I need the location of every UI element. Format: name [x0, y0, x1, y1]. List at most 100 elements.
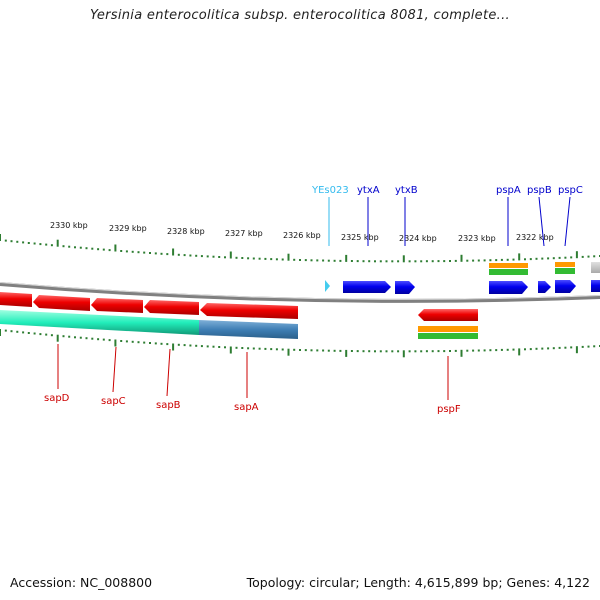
- minor-tick: [322, 349, 325, 352]
- minor-tick: [281, 258, 284, 261]
- minor-tick: [264, 257, 267, 260]
- minor-tick: [224, 256, 226, 259]
- minor-tick: [108, 339, 111, 342]
- major-tick: [518, 253, 521, 261]
- minor-tick: [264, 347, 267, 350]
- minor-tick: [79, 336, 82, 339]
- minor-tick: [45, 243, 48, 246]
- major-tick: [172, 248, 175, 256]
- minor-tick: [97, 338, 100, 341]
- gene-label-pspB[interactable]: pspB: [527, 185, 552, 196]
- minor-tick: [524, 348, 526, 351]
- minor-tick: [350, 260, 353, 262]
- gene-sapA[interactable]: [200, 303, 298, 319]
- minor-tick: [541, 257, 544, 260]
- gene-pspC[interactable]: [555, 280, 576, 293]
- cds-green-pspF: [418, 333, 478, 339]
- minor-tick: [593, 255, 596, 258]
- minor-tick: [587, 345, 590, 348]
- minor-tick: [183, 344, 186, 347]
- gene-partial-right[interactable]: [591, 280, 600, 292]
- minor-tick: [252, 347, 255, 350]
- major-tick: [345, 254, 348, 262]
- minor-tick: [258, 347, 261, 350]
- minor-tick: [166, 343, 169, 346]
- minor-tick: [154, 342, 157, 345]
- gene-label-pspC[interactable]: pspC: [558, 185, 583, 196]
- minor-tick: [74, 246, 76, 249]
- minor-tick: [564, 256, 567, 259]
- gene-YEs023[interactable]: [325, 280, 330, 292]
- minor-tick: [16, 330, 19, 333]
- minor-tick: [68, 335, 71, 338]
- minor-tick: [333, 349, 336, 352]
- kbp-label: 2322 kbp: [516, 233, 554, 242]
- gene-sapD-partial[interactable]: [0, 292, 32, 307]
- feature-steel-bar: [199, 320, 298, 339]
- minor-tick: [143, 251, 146, 254]
- gene-sapD[interactable]: [33, 295, 90, 311]
- major-tick: [460, 349, 463, 357]
- gene-ytxA[interactable]: [343, 281, 391, 293]
- minor-tick: [27, 332, 30, 334]
- gene-label-sapB[interactable]: sapB: [156, 400, 181, 411]
- gene-label-sapD[interactable]: sapD: [44, 393, 70, 404]
- minor-tick: [247, 257, 250, 260]
- gene-ytxB[interactable]: [395, 281, 415, 294]
- major-tick: [402, 255, 405, 263]
- minor-tick: [327, 349, 330, 352]
- minor-tick: [22, 241, 25, 244]
- minor-tick: [529, 348, 532, 351]
- minor-tick: [564, 346, 567, 349]
- minor-tick: [137, 341, 140, 344]
- gene-label-ytxB[interactable]: ytxB: [395, 185, 418, 196]
- minor-tick: [4, 239, 7, 242]
- minor-tick: [62, 335, 65, 338]
- forward-gene-labels: YEs023 ytxA ytxB pspA pspB pspC: [311, 185, 583, 247]
- gene-label-pspF[interactable]: pspF: [437, 404, 461, 415]
- gene-sapB[interactable]: [144, 300, 199, 315]
- minor-tick: [149, 252, 151, 254]
- map-title: Yersinia enterocolitica subsp. enterocol…: [90, 8, 510, 23]
- minor-tick: [512, 258, 515, 261]
- minor-tick: [50, 334, 53, 337]
- minor-tick: [120, 340, 123, 342]
- minor-tick: [581, 255, 584, 258]
- major-tick: [229, 251, 232, 259]
- gene-label-ytxA[interactable]: ytxA: [357, 185, 380, 196]
- minor-tick: [414, 260, 417, 263]
- minor-tick: [299, 349, 301, 351]
- gene-sapC[interactable]: [91, 298, 143, 313]
- feature-teal-bar: [0, 310, 199, 335]
- minor-tick: [316, 259, 319, 262]
- minor-tick: [160, 252, 163, 255]
- minor-tick: [166, 253, 169, 256]
- gene-pspB[interactable]: [538, 281, 551, 293]
- minor-tick: [149, 342, 151, 344]
- cds-orange-pspA: [489, 263, 528, 268]
- minor-tick: [327, 259, 330, 262]
- reverse-strand-genes: [0, 292, 478, 339]
- minor-tick: [22, 331, 25, 334]
- kbp-axis-labels: 2330 kbp 2329 kbp 2328 kbp 2327 kbp 2326…: [50, 221, 554, 243]
- kbp-label: 2326 kbp: [283, 231, 321, 240]
- gene-label-sapA[interactable]: sapA: [234, 402, 259, 413]
- minor-tick: [79, 246, 82, 249]
- minor-tick: [483, 349, 486, 352]
- gene-label-sapC[interactable]: sapC: [101, 396, 126, 407]
- minor-tick: [425, 350, 428, 353]
- gene-label-YEs023[interactable]: YEs023: [311, 185, 349, 196]
- major-tick: [114, 244, 117, 252]
- gene-label-pspA[interactable]: pspA: [496, 185, 521, 196]
- minor-tick: [322, 259, 325, 262]
- minor-tick: [16, 240, 19, 243]
- minor-tick: [241, 347, 244, 349]
- minor-tick: [45, 333, 48, 336]
- bottom-tick-row: [0, 329, 600, 358]
- minor-tick: [350, 350, 353, 352]
- gene-pspA[interactable]: [489, 281, 528, 294]
- minor-tick: [125, 250, 128, 253]
- minor-tick: [131, 250, 134, 253]
- gene-pspF[interactable]: [418, 309, 478, 321]
